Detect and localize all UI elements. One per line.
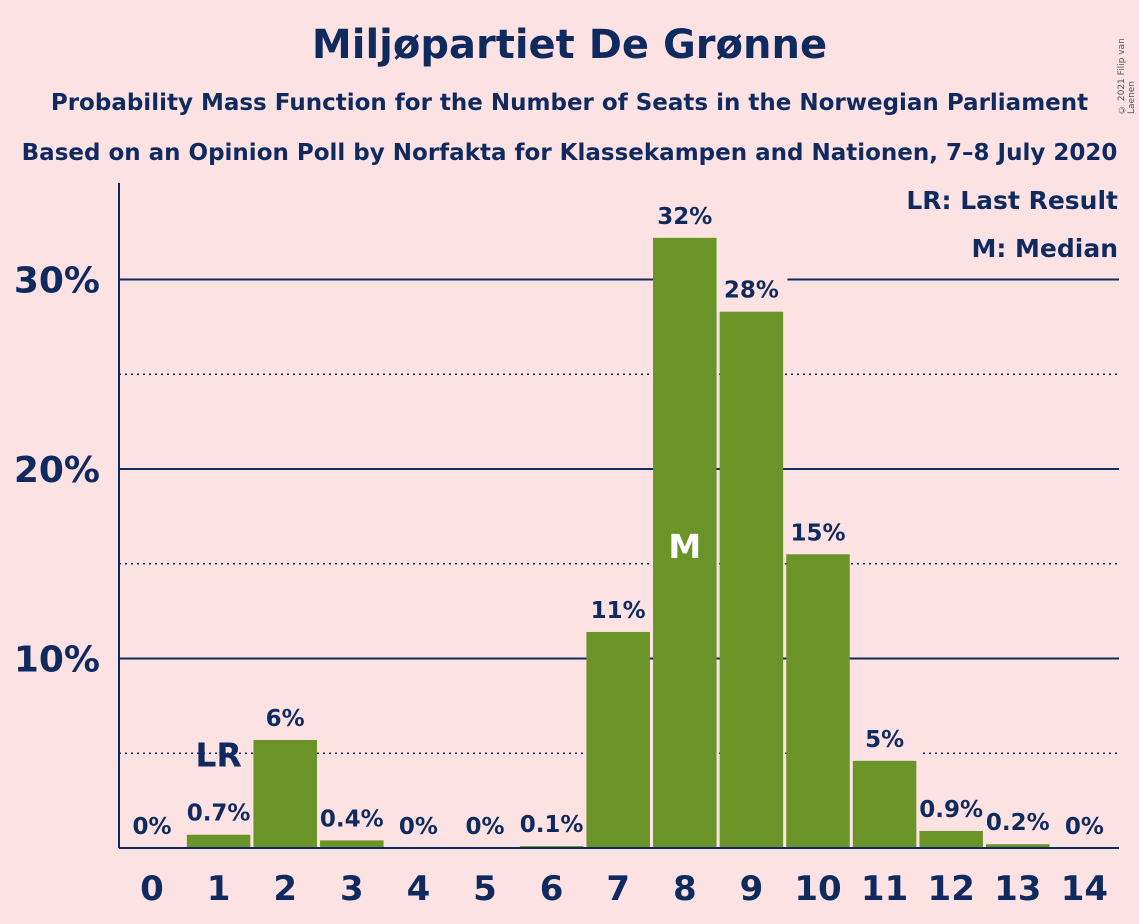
data-label: 15% — [790, 520, 845, 546]
last-result-marker: LR — [195, 736, 241, 775]
chart-subtitle-2: Based on an Opinion Poll by Norfakta for… — [21, 140, 1118, 166]
x-tick-label: 13 — [994, 869, 1041, 909]
data-label: 28% — [724, 278, 779, 304]
data-label-mask — [981, 804, 1054, 839]
legend-median: M: Median — [971, 234, 1118, 263]
legend-mask — [930, 183, 1120, 263]
data-label-mask — [782, 514, 854, 549]
x-tick-label: 0 — [140, 869, 164, 909]
x-tick-label: 1 — [207, 869, 231, 909]
bar — [586, 631, 650, 848]
chart-title: Miljøpartiet De Grønne — [311, 22, 828, 68]
chart-subtitle-1: Probability Mass Function for the Number… — [50, 90, 1089, 116]
data-label: 0% — [132, 814, 171, 840]
data-label-mask — [382, 808, 455, 842]
x-tick-label: 11 — [861, 869, 908, 909]
x-tick-label: 14 — [1061, 869, 1108, 909]
data-label: 0% — [399, 814, 438, 840]
data-label-mask — [249, 699, 322, 734]
data-label: 32% — [657, 204, 712, 230]
bar — [919, 830, 983, 848]
bar — [253, 739, 317, 848]
x-tick-label: 9 — [740, 869, 764, 909]
data-label-mask — [582, 591, 655, 626]
legend-last-result: LR: Last Result — [906, 186, 1118, 215]
bar — [320, 840, 384, 848]
data-label: 5% — [865, 727, 904, 753]
y-tick-label: 10% — [14, 640, 100, 681]
bar-layer — [186, 237, 1050, 849]
bar — [186, 834, 251, 848]
data-label: 0% — [465, 814, 504, 840]
data-label: 11% — [591, 598, 646, 624]
data-label-mask — [915, 790, 988, 825]
data-label: 0.9% — [919, 797, 983, 823]
data-label-mask — [648, 197, 721, 232]
bar — [786, 554, 850, 848]
data-label: 0.1% — [520, 812, 584, 838]
data-label: 0.4% — [320, 806, 384, 832]
x-tick-label: 7 — [606, 869, 630, 909]
data-label: 0% — [1065, 814, 1104, 840]
median-marker: M — [668, 527, 701, 566]
y-tick-label: 20% — [14, 450, 100, 491]
data-label-mask — [515, 806, 588, 841]
bar — [852, 760, 917, 848]
x-tick-label: 6 — [540, 869, 564, 909]
grid-layer — [116, 183, 1121, 842]
data-label: 6% — [266, 706, 305, 732]
data-label-mask — [182, 794, 255, 829]
data-label-mask — [1048, 808, 1121, 842]
bar — [653, 237, 717, 848]
label-layer: 10%20%30%0%00.7%1LR6%20.4%30%40%50.1%611… — [14, 204, 1108, 909]
data-label-mask — [315, 800, 388, 835]
x-tick-label: 4 — [407, 869, 431, 909]
x-tick-label: 2 — [273, 869, 297, 909]
data-label-mask — [715, 271, 788, 306]
bar — [986, 844, 1050, 848]
x-tick-label: 5 — [473, 869, 497, 909]
data-label-mask — [449, 808, 521, 842]
bar — [719, 311, 784, 849]
data-label: 0.7% — [187, 801, 251, 827]
data-label-mask — [848, 720, 921, 755]
x-tick-label: 12 — [928, 869, 975, 909]
data-label-mask — [116, 808, 188, 842]
x-tick-label: 10 — [794, 869, 841, 909]
x-tick-label: 3 — [340, 869, 364, 909]
x-tick-label: 8 — [673, 869, 697, 909]
data-label: 0.2% — [986, 810, 1050, 836]
y-tick-label: 30% — [14, 261, 100, 302]
